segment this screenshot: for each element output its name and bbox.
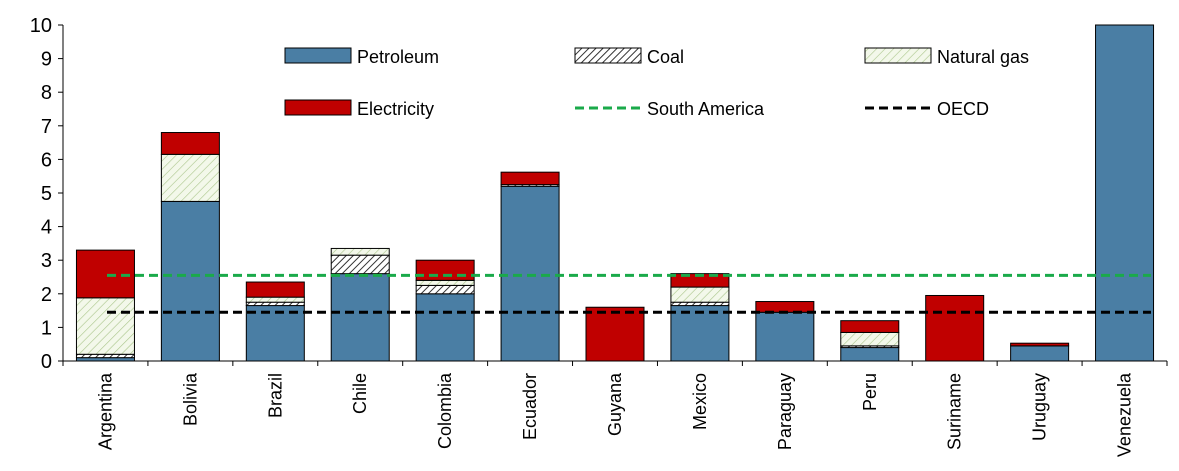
bar-segment-ecuador-electricity <box>500 171 560 186</box>
bar-segment-colombia-petroleum <box>415 293 475 362</box>
x-category-label-guyana: Guyana <box>605 372 625 436</box>
bar-segment-peru-electricity <box>840 320 900 333</box>
legend: Petroleum Coal Natural gas Electricity South… <box>284 47 1029 119</box>
x-category-label-venezuela: Venezuela <box>1115 372 1135 457</box>
x-category-label-mexico: Mexico <box>690 373 710 430</box>
legend-label-petroleum: Petroleum <box>357 47 439 67</box>
bar-segment-peru-petroleum <box>840 347 900 362</box>
bar-segment-chile-natural-gas <box>330 247 390 256</box>
legend-swatch-petroleum <box>284 47 352 64</box>
legend-label-oecd: OECD <box>937 99 989 119</box>
bar-segment-mexico-petroleum <box>670 305 730 362</box>
bar-segment-guyana-electricity <box>585 306 645 362</box>
x-category-label-chile: Chile <box>350 373 370 414</box>
bar-segment-bolivia-petroleum <box>160 200 220 362</box>
bar-segment-brazil-coal <box>245 301 305 307</box>
bar-segment-brazil-electricity <box>245 281 305 298</box>
bar-segment-venezuela-petroleum <box>1095 24 1155 362</box>
bar-segment-bolivia-natural-gas <box>160 153 220 202</box>
y-tick-label: 5 <box>41 183 52 205</box>
bar-segment-colombia-electricity <box>415 259 475 281</box>
bar-segment-argentina-natural-gas <box>75 297 135 355</box>
bar-segment-colombia-coal <box>415 284 475 295</box>
x-category-label-argentina: Argentina <box>95 372 115 450</box>
bar-segment-paraguay-electricity <box>755 301 815 313</box>
legend-label-natural-gas: Natural gas <box>937 47 1029 67</box>
bar-segment-brazil-natural-gas <box>245 296 305 303</box>
legend-item-petroleum: Petroleum <box>284 47 439 67</box>
x-category-label-uruguay: Uruguay <box>1030 373 1050 441</box>
legend-item-south-america: South America <box>575 99 765 119</box>
y-tick-label: 4 <box>41 217 52 239</box>
x-category-label-paraguay: Paraguay <box>775 373 795 450</box>
bar-segment-ecuador-petroleum <box>500 185 560 362</box>
bar-segment-argentina-petroleum <box>75 357 135 362</box>
y-tick-label: 7 <box>41 116 52 138</box>
bar-segment-argentina-coal <box>75 353 135 359</box>
bar-segment-chile-coal <box>330 254 390 275</box>
bar-segment-paraguay-petroleum <box>755 311 815 362</box>
y-tick-label: 2 <box>41 284 52 306</box>
axes-layer: 0 1 2 3 4 5 6 7 8 9 10 Argentina Bolivia Brazil Chile C… <box>30 15 1168 457</box>
y-tick-label: 9 <box>41 49 52 71</box>
legend-item-oecd: OECD <box>865 99 989 119</box>
legend-swatch-electricity <box>284 99 352 116</box>
legend-item-natural-gas: Natural gas <box>864 47 1029 67</box>
y-tick-label: 1 <box>41 317 52 339</box>
legend-swatch-natural-gas <box>864 47 932 64</box>
x-category-label-colombia: Colombia <box>435 372 455 449</box>
bar-segment-uruguay-petroleum <box>1010 345 1070 362</box>
bars-layer <box>75 24 1155 362</box>
legend-item-coal: Coal <box>574 47 684 67</box>
bar-segment-bolivia-electricity <box>160 132 220 155</box>
y-tick-label: 3 <box>41 250 52 272</box>
legend-swatch-coal <box>574 47 642 64</box>
reference-lines-layer <box>107 273 1151 314</box>
x-category-label-peru: Peru <box>860 373 880 411</box>
y-tick-label: 8 <box>41 82 52 104</box>
bar-segment-uruguay-electricity <box>1010 342 1070 347</box>
bar-segment-peru-natural-gas <box>840 331 900 347</box>
bar-segment-suriname-electricity <box>925 294 985 362</box>
bar-segment-mexico-electricity <box>670 273 730 288</box>
y-tick-label: 6 <box>41 149 52 171</box>
bar-segment-mexico-coal <box>670 301 730 307</box>
bar-segment-mexico-natural-gas <box>670 286 730 303</box>
legend-item-electricity: Electricity <box>284 99 434 119</box>
x-category-label-ecuador: Ecuador <box>520 373 540 440</box>
bar-segment-colombia-natural-gas <box>415 279 475 286</box>
legend-label-coal: Coal <box>647 47 684 67</box>
x-category-label-brazil: Brazil <box>265 373 285 418</box>
bar-segment-chile-petroleum <box>330 273 390 362</box>
x-category-label-bolivia: Bolivia <box>180 372 200 426</box>
y-tick-label: 0 <box>41 351 52 373</box>
y-tick-label: 10 <box>30 15 52 37</box>
legend-label-electricity: Electricity <box>357 99 434 119</box>
bar-segment-brazil-petroleum <box>245 305 305 362</box>
x-category-label-suriname: Suriname <box>945 373 965 450</box>
legend-label-south-america: South America <box>647 99 765 119</box>
